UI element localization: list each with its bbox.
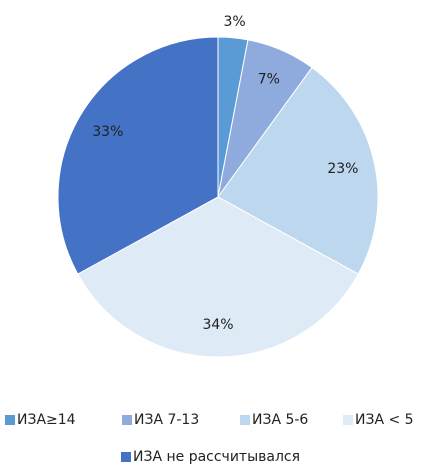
legend-swatch (121, 452, 131, 462)
data-label: 3% (223, 14, 245, 30)
legend-label: ИЗА < 5 (355, 412, 414, 428)
pie-slice (77, 196, 359, 358)
pie-slice (217, 66, 379, 275)
legend-swatch (240, 415, 250, 425)
legend-swatch (5, 415, 15, 425)
legend-label: ИЗА не рассчитывался (133, 449, 300, 465)
data-label: 34% (202, 317, 233, 333)
legend-label: ИЗА 7-13 (134, 412, 199, 428)
data-label: 7% (258, 72, 280, 88)
legend-label: ИЗА 5-6 (252, 412, 308, 428)
data-label: 23% (327, 161, 358, 177)
legend-swatch (122, 415, 132, 425)
data-label: 33% (92, 124, 123, 140)
pie-slice (57, 36, 219, 275)
legend-label: ИЗА≥14 (17, 412, 76, 428)
legend-swatch (343, 415, 353, 425)
